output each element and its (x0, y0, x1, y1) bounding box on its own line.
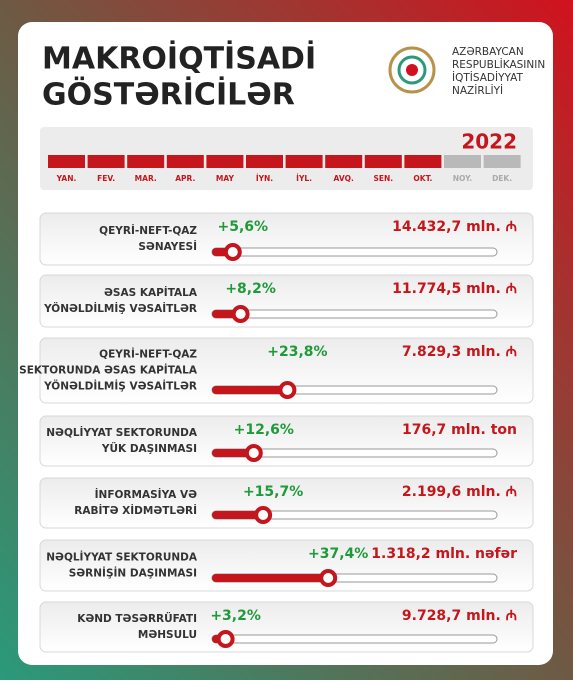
growth-label: +23,8% (267, 344, 327, 360)
month-bar (246, 155, 283, 168)
growth-label: +8,2% (225, 281, 276, 297)
amount: 9.728,7 mln. ₼ (402, 608, 517, 624)
month-label: SEN. (373, 174, 393, 183)
ministry-name: NAZİRLİYİ (452, 84, 503, 97)
amount: 7.829,3 mln. ₼ (402, 344, 517, 360)
progress-knob (223, 243, 242, 261)
progress-knob (244, 444, 263, 462)
progress-knob (254, 506, 273, 524)
progress-knob (216, 630, 235, 648)
amount: 1.318,2 mln. nəfər (371, 546, 517, 562)
progress-track (211, 634, 498, 644)
ministry-name: RESPUBLİKASININ (452, 58, 545, 71)
indicator-label: YÜK DAŞINMASI (101, 441, 197, 455)
year: 2022 (461, 130, 517, 154)
month-bar (166, 155, 204, 168)
month-label: MAR. (135, 174, 157, 183)
progress-bar (212, 511, 264, 519)
growth-label: +3,2% (210, 608, 261, 624)
month-bar (206, 155, 244, 168)
indicator-label: NƏQLİYYAT SEKTORUNDA (46, 550, 198, 564)
month-label: MAY (216, 174, 235, 183)
progress-track (211, 247, 498, 257)
title: GÖSTƏRİCİLƏR (42, 76, 295, 113)
month-label: NOY. (453, 174, 473, 183)
progress-bar (212, 386, 288, 394)
indicator-label: RABİTƏ XİDMƏTLƏRİ (74, 503, 197, 517)
progress-knob (231, 305, 250, 323)
growth-label: +5,6% (218, 219, 269, 235)
indicator-label: NƏQLİYYAT SEKTORUNDA (46, 425, 198, 439)
month-label: OKT. (413, 174, 432, 183)
progress-knob (319, 569, 338, 587)
indicator-label: SEKTORUNDA ƏSAS KAPİTALA (19, 363, 198, 377)
ministry-name: İQTİSADİYYAT (452, 71, 523, 84)
indicator-label: ƏSAS KAPİTALA (104, 285, 198, 299)
month-bar (325, 155, 363, 168)
month-bar (48, 155, 85, 168)
progress-knob (278, 381, 297, 399)
month-label: AVQ. (334, 174, 354, 183)
month-bar (127, 155, 165, 168)
month-label: FEV. (97, 174, 115, 183)
amount: 11.774,5 mln. ₼ (392, 281, 517, 297)
month-label: İYL. (296, 174, 312, 183)
month-label: DEK. (492, 174, 512, 183)
progress-bar (212, 574, 329, 582)
amount: 14.432,7 mln. ₼ (392, 219, 517, 235)
growth-label: +37,4% (308, 546, 368, 562)
month-label: İYN. (256, 174, 273, 183)
month-label: APR. (175, 174, 195, 183)
indicator-label: QEYRİ-NEFT-QAZ (99, 347, 197, 361)
month-bar (87, 155, 125, 168)
ministry-name: AZƏRBAYCAN (452, 46, 524, 58)
progress-bar (212, 449, 254, 457)
emblem (388, 46, 436, 94)
amount: 176,7 mln. ton (402, 422, 517, 438)
month-bar (364, 155, 402, 168)
indicator-label: QEYRİ-NEFT-QAZ (99, 223, 197, 237)
growth-label: +12,6% (234, 422, 294, 438)
growth-label: +15,7% (243, 484, 303, 500)
progress-track (211, 309, 498, 319)
indicator-label: SƏNAYESİ (138, 239, 197, 253)
amount: 2.199,6 mln. ₼ (402, 484, 517, 500)
indicator-label: YÖNƏLDİLMİŞ VƏSAİTLƏR (43, 301, 197, 315)
month-bar (483, 155, 521, 168)
title: MAKROİQTİSADİ (42, 41, 316, 77)
month-bar (404, 155, 442, 168)
indicator-label: MƏHSULU (138, 629, 197, 641)
month-label: YAN. (56, 174, 77, 183)
indicator-label: SƏRNİŞİN DAŞINMASI (69, 566, 197, 580)
month-bar (285, 155, 323, 168)
month-bar (444, 155, 481, 168)
indicator-label: KƏND TƏSƏRRÜFATI (77, 611, 197, 625)
indicator-label: İNFORMASİYA VƏ (95, 487, 197, 501)
indicator-label: YÖNƏLDİLMİŞ VƏSAİTLƏR (43, 379, 197, 393)
